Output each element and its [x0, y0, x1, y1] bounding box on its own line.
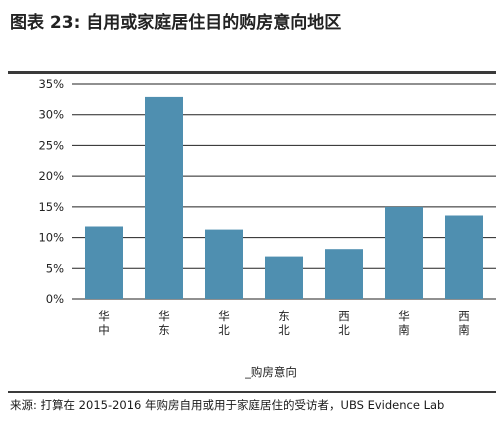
x-tick-label-char: 南 [398, 323, 410, 337]
x-tick-label: 西南 [458, 309, 470, 337]
y-tick-label: 5% [46, 261, 64, 275]
x-axis-label: _购房意向 [244, 365, 297, 379]
figure-title: 图表 23: 自用或家庭居住目的购房意向地区 [10, 13, 342, 33]
y-tick-label: 15% [38, 200, 64, 214]
x-tick-label-char: 北 [338, 323, 350, 337]
x-tick-label-char: 华 [398, 309, 410, 323]
x-tick-label: 华北 [218, 309, 230, 337]
y-tick-label: 0% [46, 292, 64, 306]
x-tick-label-char: 华 [158, 309, 170, 323]
x-tick-label: 东北 [278, 309, 290, 337]
y-tick-label: 25% [38, 138, 64, 152]
bar-华中 [85, 226, 123, 299]
x-tick-label-char: 西 [458, 309, 470, 323]
x-tick-label-char: 东 [278, 309, 290, 323]
x-tick-label-char: 南 [458, 323, 470, 337]
x-tick-label-char: 中 [98, 323, 110, 337]
y-axis-ticks: 0% 5% 10% 15% 20% 25% 30% 35% [38, 77, 64, 306]
x-tick-label: 华东 [158, 309, 170, 337]
y-tick-label: 20% [38, 169, 64, 183]
bar-西南 [445, 215, 483, 299]
x-tick-label: 华中 [98, 309, 110, 337]
source-note: 来源: 打算在 2015-2016 年购房自用或用于家庭居住的受访者，UBS E… [10, 398, 445, 412]
bar-华东 [145, 96, 183, 300]
x-tick-label: 西北 [338, 309, 350, 337]
bar-华南 [385, 206, 423, 299]
x-tick-label-char: 华 [218, 309, 230, 323]
x-tick-label-char: 北 [218, 323, 230, 337]
top-rule [8, 71, 496, 74]
bar-东北 [265, 256, 303, 299]
x-tick-label: 华南 [398, 309, 410, 337]
gridlines [72, 83, 496, 300]
y-tick-label: 35% [38, 77, 64, 91]
x-tick-label-char: 东 [158, 323, 170, 337]
y-tick-label: 10% [38, 231, 64, 245]
x-tick-label-char: 华 [98, 309, 110, 323]
y-tick-label: 30% [38, 108, 64, 122]
bottom-rule [8, 391, 496, 393]
bars [85, 96, 483, 300]
bar-华北 [205, 229, 243, 299]
x-tick-label-char: 西 [338, 309, 350, 323]
bar-西北 [325, 249, 363, 299]
x-tick-label-char: 北 [278, 323, 290, 337]
